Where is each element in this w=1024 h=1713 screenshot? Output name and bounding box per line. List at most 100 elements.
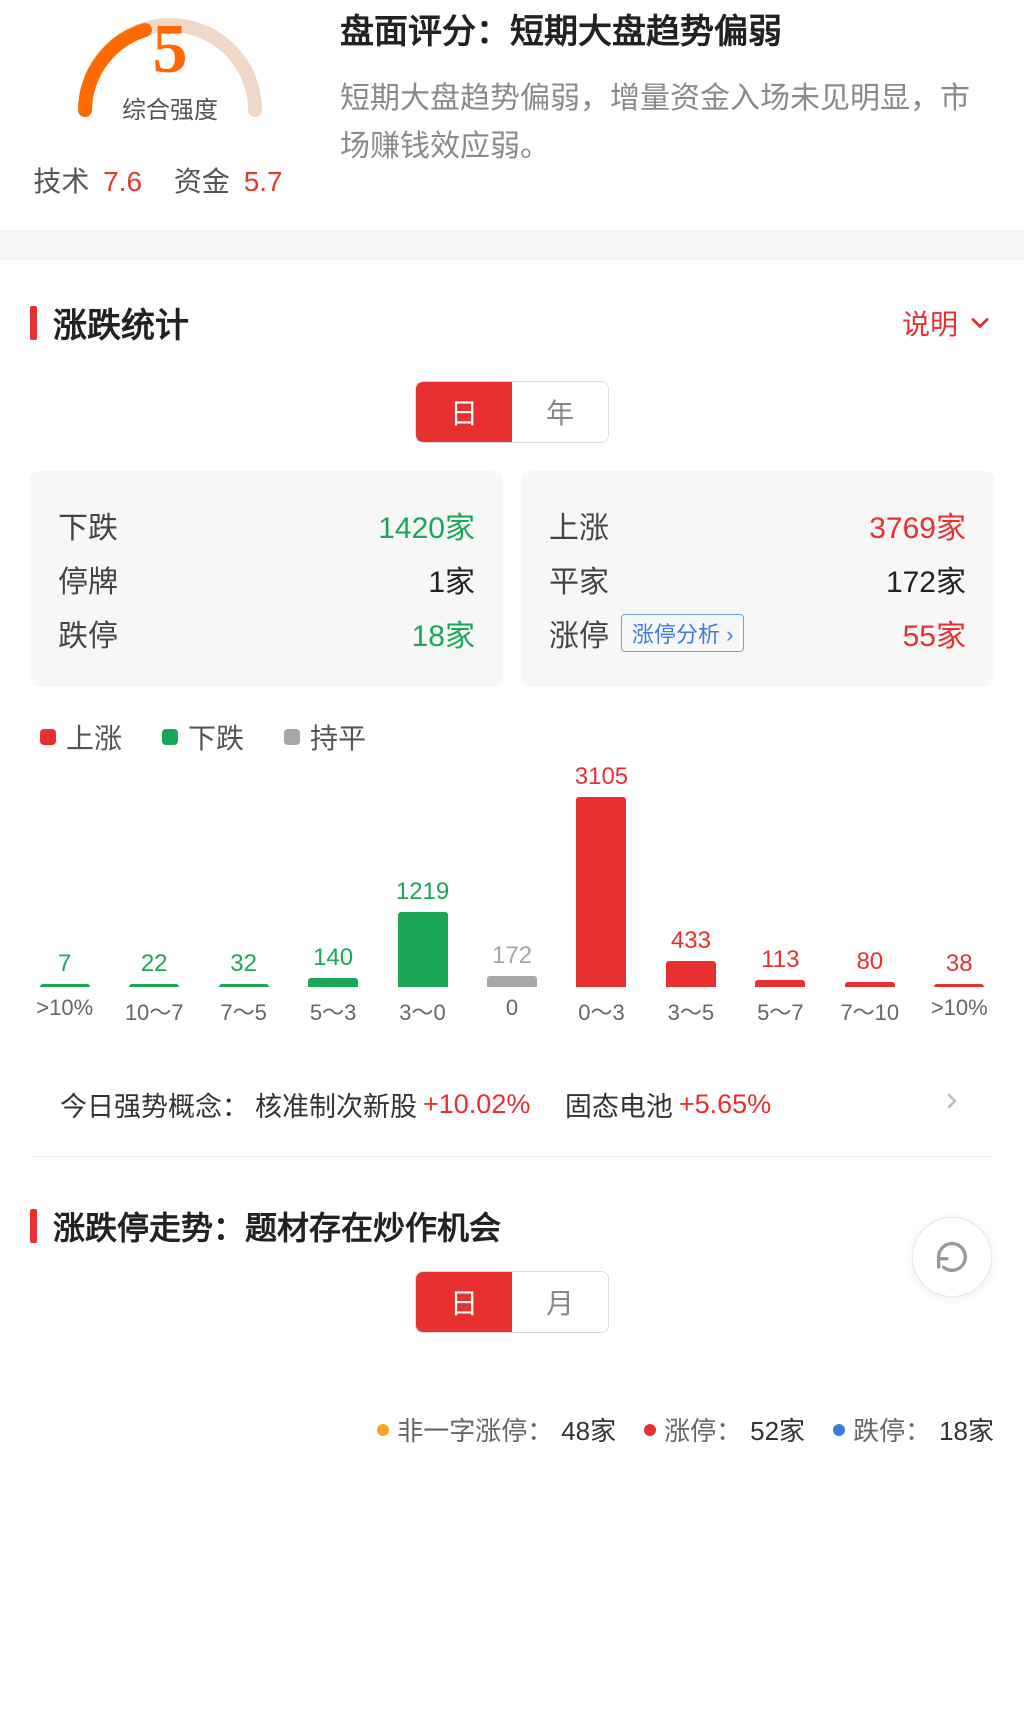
stat-line: 下跌 1420家 — [58, 503, 475, 547]
stat-line: 涨停涨停分析 › 55家 — [549, 611, 966, 655]
section-accent-bar — [30, 1209, 37, 1243]
bar-column: 1219 — [378, 878, 467, 987]
trend-legend-item: 跌停：18家 — [833, 1411, 994, 1448]
explain-link[interactable]: 说明 — [902, 303, 994, 343]
stat-line: 跌停 18家 — [58, 611, 475, 655]
concept-pct: +10.02% — [423, 1089, 530, 1120]
bar-rect — [487, 976, 537, 987]
score-panel: 5 综合强度 技术 7.6 资金 5.7 盘面评分：短期大盘趋势偏弱 短期大盘趋… — [0, 0, 1024, 230]
concept-name: 固态电池 — [565, 1085, 673, 1124]
refresh-button[interactable] — [912, 1217, 992, 1297]
trend-section: 涨跌停走势：题材存在炒作机会 日 月 非一字涨停：48家涨停：52家跌停：18家 — [0, 1157, 1024, 1468]
concept-name: 核准制次新股 — [255, 1085, 417, 1124]
bar-value-label: 3105 — [575, 763, 628, 791]
stat-value: 1420家 — [378, 503, 475, 547]
stat-label: 上涨 — [549, 503, 609, 547]
legend-swatch-icon — [40, 729, 56, 745]
stats-title: 涨跌统计 — [53, 298, 189, 347]
stat-line: 平家 172家 — [549, 557, 966, 601]
bar-value-label: 1219 — [396, 878, 449, 906]
stat-line: 停牌 1家 — [58, 557, 475, 601]
bar-rect — [40, 984, 90, 987]
bar-column: 3105 — [557, 763, 646, 987]
bar-value-label: 140 — [313, 944, 353, 972]
legend-dot-icon — [644, 1424, 656, 1436]
x-axis-label: 5～3 — [288, 995, 377, 1027]
concept-prefix: 今日强势概念： — [60, 1085, 249, 1124]
bar-column: 113 — [736, 946, 825, 987]
legend-dot-icon — [833, 1424, 845, 1436]
bar-rect — [398, 912, 448, 987]
score-desc: 短期大盘趋势偏弱，增量资金入场未见明显，市场赚钱效应弱。 — [340, 75, 994, 171]
stats-toggle: 日 年 — [0, 381, 1024, 443]
stat-value: 55家 — [903, 611, 966, 655]
x-axis-label: 3～5 — [646, 995, 735, 1027]
toggle-day-button[interactable]: 日 — [416, 1272, 512, 1332]
bar-column: 433 — [646, 927, 735, 987]
legend-label: 持平 — [310, 717, 366, 757]
legend-label: 下跌 — [188, 717, 244, 757]
strong-concept-link[interactable]: 今日强势概念：核准制次新股+10.02% 固态电池+5.65% — [30, 1053, 994, 1157]
bar-value-label: 38 — [946, 950, 973, 978]
legend-label: 上涨 — [66, 717, 122, 757]
tech-label: 技术 — [33, 166, 89, 197]
legend-item: 持平 — [284, 717, 366, 757]
refresh-icon — [932, 1237, 972, 1277]
bar-column: 7 — [20, 950, 109, 987]
stat-label: 跌停 — [58, 611, 118, 655]
stat-value: 172家 — [886, 557, 966, 601]
limit-analysis-link[interactable]: 涨停分析 › — [621, 614, 744, 652]
section-divider — [0, 230, 1024, 260]
bar-column: 22 — [109, 950, 198, 987]
trend-title: 涨跌停走势：题材存在炒作机会 — [53, 1203, 501, 1249]
stat-card-up: 上涨3769家平家 172家涨停涨停分析 › 55家 — [521, 471, 994, 687]
score-title: 盘面评分：短期大盘趋势偏弱 — [340, 4, 994, 53]
toggle-day-button[interactable]: 日 — [416, 382, 512, 442]
x-axis-label: 0 — [467, 995, 556, 1027]
bar-value-label: 172 — [492, 942, 532, 970]
bar-rect — [666, 961, 716, 987]
bar-rect — [129, 984, 179, 987]
bar-column: 140 — [288, 944, 377, 987]
toggle-month-button[interactable]: 月 — [512, 1272, 608, 1332]
legend-item: 上涨 — [40, 717, 122, 757]
trend-legend-item: 涨停：52家 — [644, 1411, 805, 1448]
trend-toggle: 日 月 — [0, 1271, 1024, 1333]
fund-label: 资金 — [174, 166, 230, 197]
chevron-right-icon — [940, 1089, 964, 1120]
bar-rect — [934, 984, 984, 987]
trend-legend-value: 48家 — [561, 1411, 616, 1448]
stat-label: 下跌 — [58, 503, 118, 547]
toggle-year-button[interactable]: 年 — [512, 382, 608, 442]
distribution-chart: 72232140121917231054331138038 >10%10～77～… — [0, 767, 1024, 1027]
stat-value: 18家 — [412, 611, 475, 655]
stat-line: 上涨3769家 — [549, 503, 966, 547]
bar-rect — [308, 978, 358, 987]
bar-rect — [755, 980, 805, 987]
bar-rect — [219, 984, 269, 987]
bar-value-label: 80 — [856, 948, 883, 976]
bar-column: 80 — [825, 948, 914, 987]
gauge: 5 综合强度 — [65, 0, 275, 110]
stat-cards: 下跌 1420家停牌 1家跌停 18家 上涨3769家平家 172家涨停涨停分析 › 55… — [0, 471, 1024, 687]
stat-label: 平家 — [549, 557, 609, 601]
bar-value-label: 7 — [58, 950, 71, 978]
stat-value: 1家 — [428, 557, 475, 601]
stat-label: 停牌 — [58, 557, 118, 601]
stat-label: 涨停涨停分析 › — [549, 611, 744, 655]
trend-legend-label: 跌停： — [853, 1411, 931, 1448]
stat-card-down: 下跌 1420家停牌 1家跌停 18家 — [30, 471, 503, 687]
legend-swatch-icon — [284, 729, 300, 745]
x-axis-label: 5～7 — [736, 995, 825, 1027]
legend-swatch-icon — [162, 729, 178, 745]
score-text-area: 盘面评分：短期大盘趋势偏弱 短期大盘趋势偏弱，增量资金入场未见明显，市场赚钱效应… — [310, 0, 994, 200]
x-axis-label: 3～0 — [378, 995, 467, 1027]
bar-value-label: 32 — [230, 950, 257, 978]
x-axis-label: 7～5 — [199, 995, 288, 1027]
bar-rect — [576, 797, 626, 987]
trend-legend-item: 非一字涨停：48家 — [377, 1411, 616, 1448]
chevron-down-icon — [966, 309, 994, 337]
explain-label: 说明 — [902, 303, 958, 343]
sub-scores: 技术 7.6 资金 5.7 — [33, 160, 306, 200]
trend-legend-label: 涨停： — [664, 1411, 742, 1448]
